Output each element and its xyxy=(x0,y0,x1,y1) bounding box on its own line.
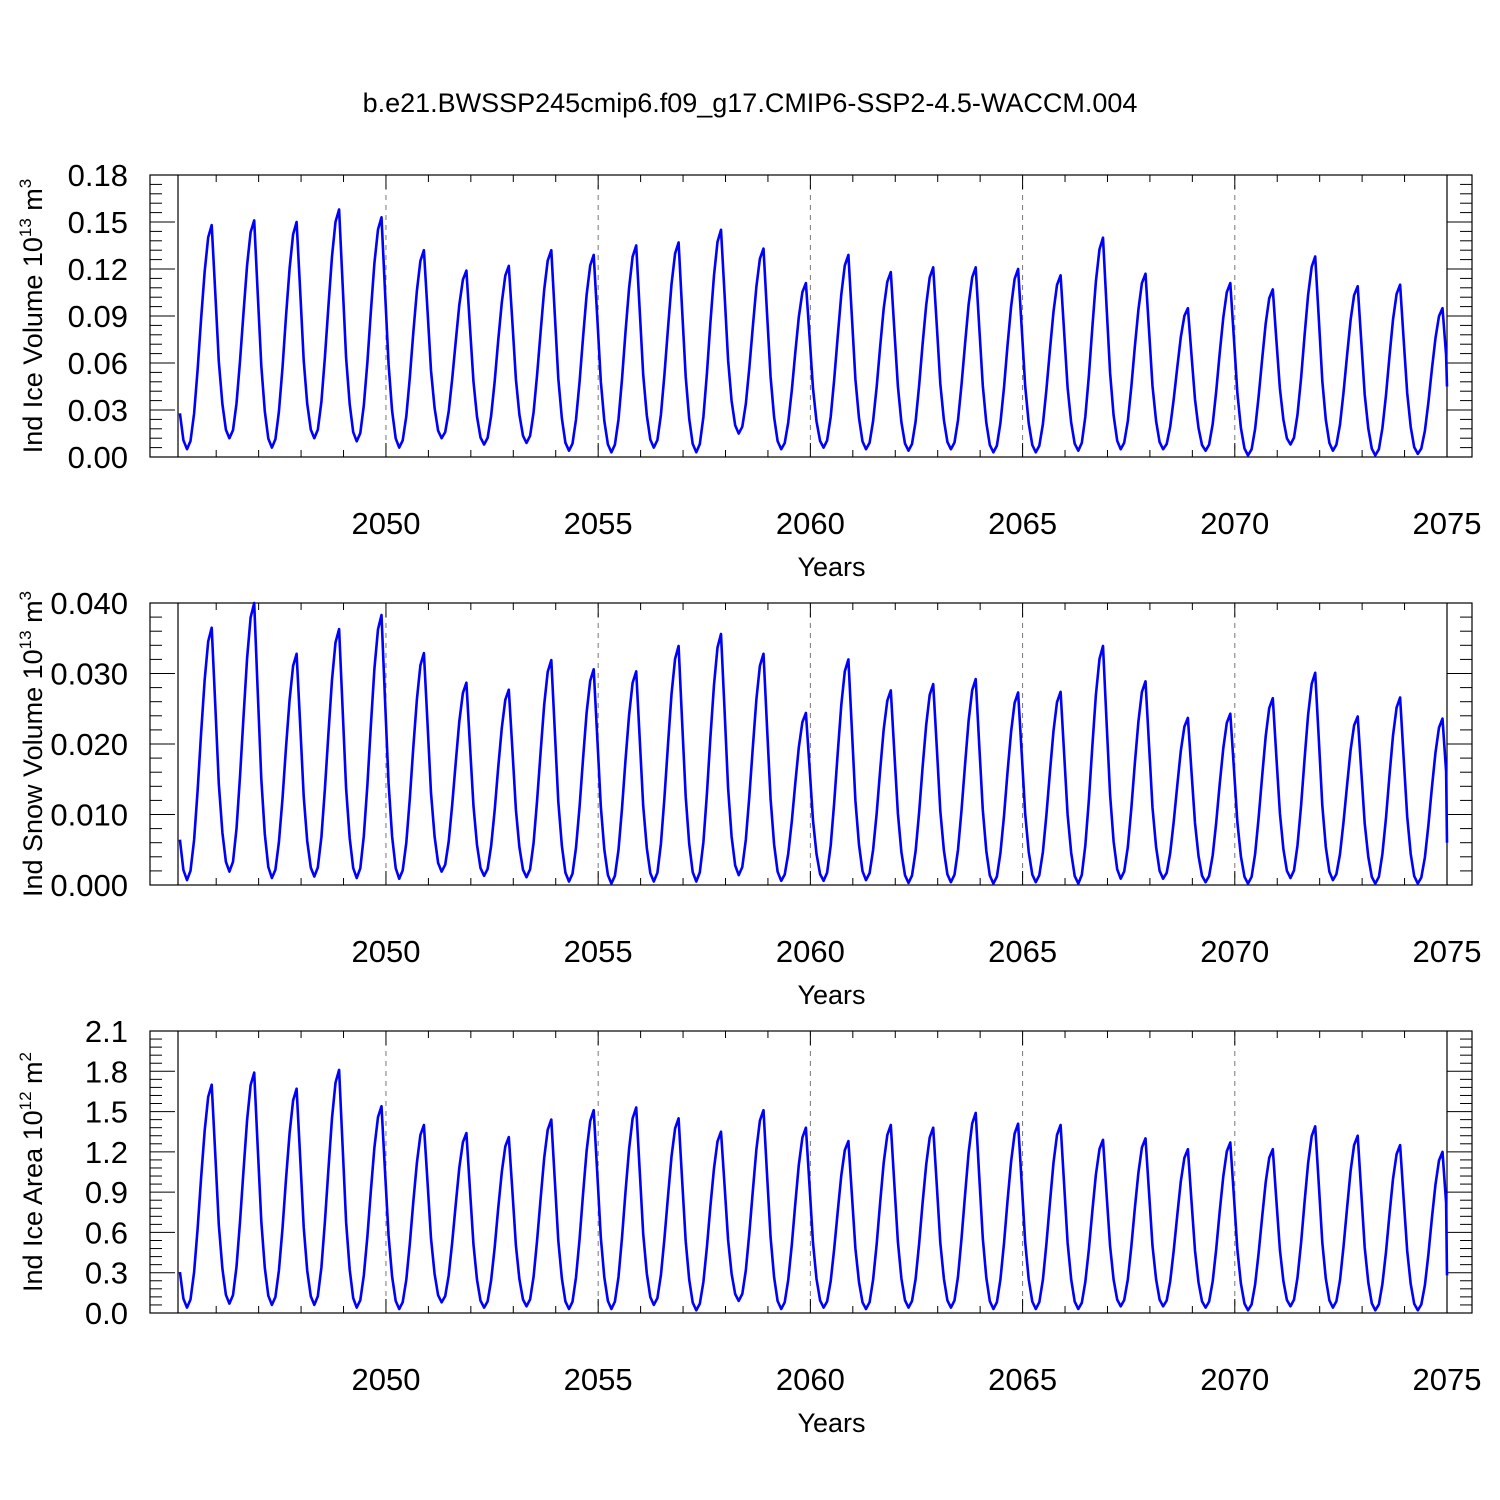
x-tick-label: 2050 xyxy=(351,1362,420,1397)
x-tick-label: 2050 xyxy=(351,506,420,541)
x-axis-label: Years xyxy=(797,980,865,1010)
x-tick-label: 2070 xyxy=(1200,1362,1269,1397)
y-tick-label: 0.06 xyxy=(68,346,128,381)
x-tick-label: 2065 xyxy=(988,506,1057,541)
y-tick-label: 0.12 xyxy=(68,252,128,287)
x-tick-label: 2070 xyxy=(1200,934,1269,969)
x-tick-label: 2060 xyxy=(776,1362,845,1397)
panels: 0.00 0.03 0.06 0.09 0.12 0.15 0.18 2050 2055 2060… xyxy=(16,158,1481,1438)
series-line xyxy=(178,1068,1449,1312)
y-tick-label: 1.2 xyxy=(85,1135,128,1170)
x-axis-label: Years xyxy=(797,1408,865,1438)
y-tick-label: 0.020 xyxy=(50,727,128,762)
y-tick-label: 0.03 xyxy=(68,393,128,428)
y-tick-label: 0.0 xyxy=(85,1296,128,1331)
panel-3: 0.0 0.3 0.6 0.9 1.2 1.5 1.8 2.1 2050 2055 2060 2065… xyxy=(16,1014,1481,1438)
x-tick-label: 2070 xyxy=(1200,506,1269,541)
x-tick-label: 2065 xyxy=(988,1362,1057,1397)
panel-2: 0.000 0.010 0.020 0.030 0.040 2050 2055 2060 206… xyxy=(16,586,1481,1010)
y-axis-label: Ind Ice Area 1012 m2 xyxy=(16,1052,48,1292)
y-tick-label: 0.9 xyxy=(85,1175,128,1210)
chart-title: b.e21.BWSSP245cmip6.f09_g17.CMIP6-SSP2-4… xyxy=(363,88,1138,118)
x-tick-label: 2060 xyxy=(776,934,845,969)
x-tick-label: 2055 xyxy=(564,934,633,969)
y-axis-label: Ind Ice Volume 1013 m3 xyxy=(16,179,48,454)
x-tick-label: 2065 xyxy=(988,934,1057,969)
y-axis-label: Ind Snow Volume 1013 m3 xyxy=(16,591,48,897)
y-tick-label: 0.15 xyxy=(68,205,128,240)
plot-frame xyxy=(149,1030,1473,1314)
y-tick-label: 0.040 xyxy=(50,586,128,621)
panel-1: 0.00 0.03 0.06 0.09 0.12 0.15 0.18 2050 2055 2060… xyxy=(16,158,1481,582)
x-tick-label: 2075 xyxy=(1413,506,1482,541)
y-tick-label: 0.18 xyxy=(68,158,128,193)
x-tick-label: 2075 xyxy=(1413,1362,1482,1397)
x-tick-label: 2075 xyxy=(1413,934,1482,969)
y-tick-label: 0.00 xyxy=(68,440,128,475)
series-line xyxy=(178,208,1449,457)
y-tick-label: 0.010 xyxy=(50,798,128,833)
x-tick-label: 2055 xyxy=(564,1362,633,1397)
y-tick-label: 1.5 xyxy=(85,1095,128,1130)
y-tick-label: 0.09 xyxy=(68,299,128,334)
x-tick-label: 2055 xyxy=(564,506,633,541)
x-tick-label: 2060 xyxy=(776,506,845,541)
y-tick-label: 0.6 xyxy=(85,1215,128,1250)
plot-frame xyxy=(149,602,1473,886)
y-tick-label: 2.1 xyxy=(85,1014,128,1049)
y-tick-label: 0.030 xyxy=(50,657,128,692)
x-axis-label: Years xyxy=(797,552,865,582)
y-tick-label: 1.8 xyxy=(85,1054,128,1089)
y-tick-label: 0.000 xyxy=(50,868,128,903)
x-tick-label: 2050 xyxy=(351,934,420,969)
series-line xyxy=(178,601,1449,885)
y-tick-label: 0.3 xyxy=(85,1256,128,1291)
